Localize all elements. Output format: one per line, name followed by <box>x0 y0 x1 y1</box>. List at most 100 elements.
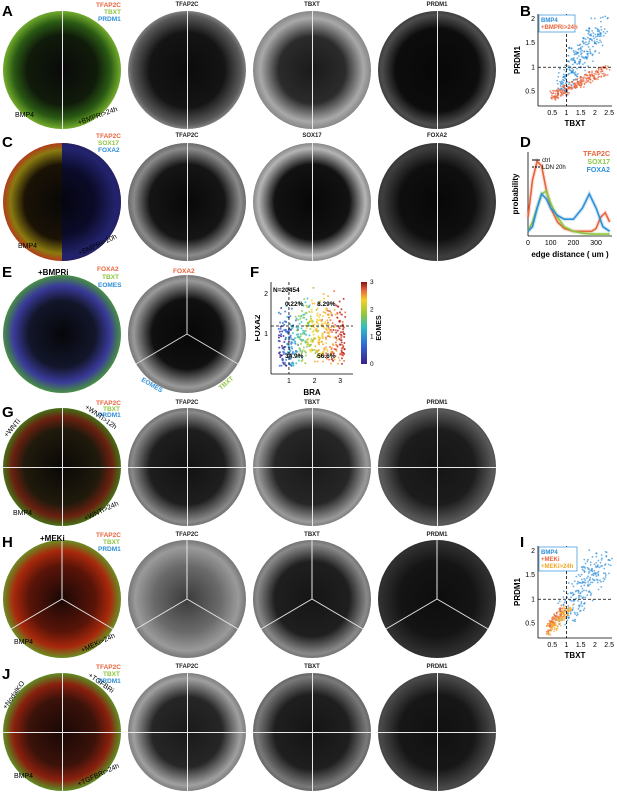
scatter-point <box>293 337 296 340</box>
scatter-point <box>339 352 342 355</box>
scatter-point <box>592 77 595 80</box>
scatter-point <box>309 315 312 318</box>
scatter-point <box>596 571 599 574</box>
scatter-point <box>329 319 332 322</box>
scatter-point <box>568 91 571 94</box>
scatter-point <box>560 81 563 84</box>
scatter-point <box>557 71 560 74</box>
scatter-point <box>576 80 579 83</box>
x-tick-label: 2 <box>593 642 597 649</box>
scatter-point <box>594 26 597 29</box>
scatter-point <box>557 611 560 613</box>
scatter-point <box>573 611 576 614</box>
scatter-point <box>589 52 592 55</box>
scatter-point <box>581 80 583 83</box>
scatter-point <box>570 58 572 61</box>
legend-tfap2c: TFAP2C <box>96 664 121 671</box>
scatter-point <box>577 592 580 594</box>
scatter-point <box>305 326 308 329</box>
scatter-point <box>297 328 300 331</box>
scatter-point <box>313 326 316 329</box>
quadrant-label: BMP4 <box>14 773 34 780</box>
scatter-point <box>289 334 292 337</box>
scatter-point <box>552 89 554 92</box>
scatter-point <box>588 570 591 573</box>
scatter-point <box>578 61 581 64</box>
scatter-point <box>602 580 605 583</box>
scatter-point <box>575 575 578 578</box>
scatter-point <box>283 329 286 332</box>
scatter-point <box>585 41 587 44</box>
scatter-point <box>302 346 305 349</box>
chart-b: 0.5 1 1.5 2 2.5 0.5 1 1.5 2 TBXT PRDM1 BMP4+BMPRi>2… <box>513 14 614 128</box>
scatter-point <box>587 29 590 32</box>
scatter-point <box>577 604 580 607</box>
scatter-point <box>585 43 587 46</box>
scatter-point <box>334 329 337 332</box>
scatter-point <box>558 67 561 70</box>
scatter-point <box>573 51 575 54</box>
scatter-point <box>330 313 333 316</box>
scatter-point <box>595 73 597 75</box>
scatter-point <box>583 82 586 85</box>
y-axis-label: FOXA2 <box>255 314 262 341</box>
scatter-point <box>281 330 284 333</box>
scatter-point <box>322 326 325 329</box>
scatter-point <box>308 310 311 313</box>
scatter-point <box>558 89 561 92</box>
scatter-point <box>585 589 588 592</box>
scatter-point <box>573 59 576 62</box>
scatter-point <box>335 348 338 351</box>
scatter-point <box>332 359 335 362</box>
scatter-point <box>281 359 284 362</box>
scatter-point <box>569 609 572 612</box>
scatter-point <box>559 622 561 625</box>
scatter-point <box>564 74 567 76</box>
scatter-point <box>308 320 311 323</box>
scatter-point <box>601 44 604 47</box>
scatter-point <box>328 345 331 348</box>
scatter-point <box>344 315 347 318</box>
scatter-point <box>336 316 339 319</box>
scatter-point <box>595 572 597 575</box>
scatter-point <box>571 87 574 90</box>
scatter-point <box>341 343 344 346</box>
scatter-point <box>568 46 571 49</box>
scatter-point <box>546 624 549 627</box>
scatter-point <box>561 612 564 614</box>
scatter-point <box>584 579 587 582</box>
scatter-point <box>558 616 561 619</box>
scatter-point <box>563 610 565 613</box>
scatter-point <box>327 309 330 312</box>
scatter-point <box>570 47 573 50</box>
scatter-point <box>551 628 553 630</box>
scatter-point <box>310 338 313 341</box>
legend-entry: ctrl <box>542 158 550 164</box>
scatter-point <box>313 360 316 363</box>
scatter-point <box>600 69 603 71</box>
scatter-point <box>304 354 307 357</box>
scatter-point <box>571 67 574 70</box>
x-tick-label: 2.5 <box>604 110 614 117</box>
scatter-point <box>278 346 281 349</box>
scatter-point <box>327 313 330 316</box>
scatter-point <box>573 73 576 76</box>
chart-d: 0 100 200 300 edge distance ( um ) probabilit… <box>511 151 612 259</box>
legend-foxa2: FOXA2 <box>97 266 119 273</box>
scatter-point <box>290 341 293 344</box>
scatter-point <box>316 312 319 315</box>
scatter-point <box>584 38 587 41</box>
scatter-point <box>327 295 330 298</box>
scatter-point <box>319 318 322 321</box>
scatter-point <box>584 77 587 79</box>
scatter-point <box>290 338 293 341</box>
scatter-point <box>283 351 286 354</box>
scatter-point <box>580 52 583 55</box>
x-tick-label: 2 <box>593 110 597 117</box>
legend-entry: BMP4 <box>541 18 558 24</box>
scatter-point <box>300 360 303 363</box>
x-axis-label: TBXT <box>565 651 586 660</box>
scatter-point <box>550 621 553 624</box>
scatter-point <box>586 77 589 79</box>
scatter-point <box>587 65 589 68</box>
